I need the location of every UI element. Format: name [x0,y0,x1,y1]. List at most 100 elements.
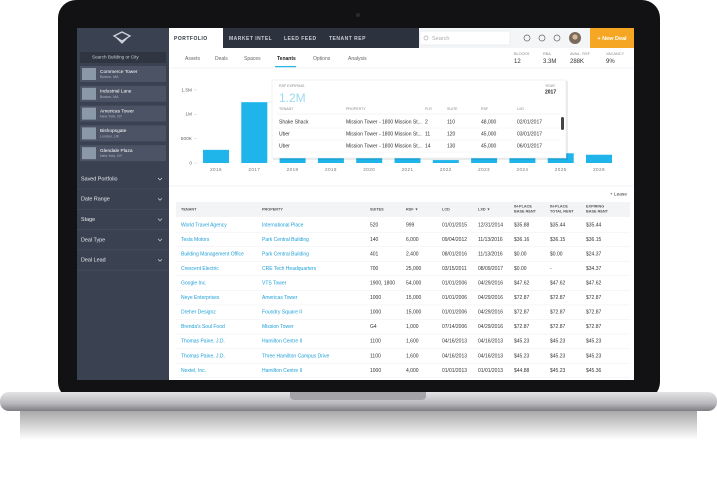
tooltip-cell: 45,000 [481,131,497,137]
nav-tab[interactable]: MARKET INTEL [229,36,272,42]
table-header: RSF ▼ [406,208,418,212]
add-lease[interactable]: + Lease [610,191,628,197]
table-link[interactable]: Crescent Electric [181,266,219,272]
table-link[interactable]: Google Inc. [181,281,207,287]
bar[interactable] [586,154,612,163]
filter-label[interactable]: Saved Portfolio [81,176,118,182]
bar[interactable] [241,102,268,163]
table-link[interactable]: Neye Enterprises [181,295,220,301]
nav-tab[interactable]: PORTFOLIO [174,36,208,42]
table-cell: $47.62 [586,281,602,287]
table-cell: 01/01/2006 [442,281,467,287]
search-icon [423,35,429,41]
table-link[interactable]: Three Hamilton Campus Drive [262,353,329,359]
tooltip-metric-label: RSF EXPIRING [279,84,305,88]
table-cell: 01/01/2013 [442,368,467,374]
search-placeholder: Search [432,36,449,42]
filter-label[interactable]: Deal Type [81,237,105,243]
table-link[interactable]: Park Central Building [262,237,309,243]
building-card[interactable] [80,105,166,122]
sub-tab[interactable]: Tenants [277,56,296,62]
table-cell: $72.87 [550,295,566,301]
main-content: PORTFOLIO MARKET INTEL LEED FEED TENANT REP… [77,28,634,378]
new-deal-label[interactable]: + New Deal [597,36,627,42]
table-link[interactable]: Dreher Designz [181,310,216,316]
toolbar-icon[interactable] [553,34,561,42]
table-cell: $72.87 [550,324,566,330]
base-notch [290,392,426,400]
table-link[interactable]: Brenda's Soul Food [181,324,225,330]
table-cell: 01/01/2015 [442,222,467,228]
table-link[interactable]: World Travel Agency [181,222,227,228]
sub-tab[interactable]: Options [313,56,331,62]
new-deal-button[interactable] [590,28,634,48]
filter-label[interactable]: Deal Lead [81,258,106,264]
bar[interactable] [203,149,229,163]
table-header: IN-PLACE [550,205,568,209]
chevron [157,198,163,201]
table-header: BASE RENT [586,210,609,214]
building-card[interactable] [80,145,166,162]
tooltip-cell: 110 [447,119,455,125]
table-link[interactable]: Nextel, Inc. [181,368,206,374]
bar[interactable] [509,154,536,163]
chevron [157,238,163,242]
table-cell: $72.87 [586,324,602,330]
sub-tab[interactable]: Analysis [348,56,367,62]
bar[interactable] [317,154,344,163]
table-link[interactable]: Thomas Paine, J.D. [181,339,225,345]
table-cell: 01/01/2006 [442,310,467,316]
table-cell: 1100 [370,339,381,345]
table-link[interactable]: Americas Tower [262,295,298,301]
nav-tab[interactable]: LEED FEED [284,36,317,42]
table-link[interactable]: Hamilton Centre II [262,368,302,374]
table-cell: $45.23 [514,339,530,345]
toolbar-icon[interactable] [538,34,546,42]
sub-tab[interactable]: Deals [215,56,228,62]
x-tick-label: 2020 [363,167,375,172]
sidebar-search[interactable] [80,52,166,63]
table-link[interactable]: Tesla Motors [181,237,210,243]
table-cell: 6,000 [406,237,419,243]
x-tick-label: 2017 [248,167,260,172]
building-thumb [82,107,96,120]
sub-tab[interactable]: Assets [185,56,201,62]
table-cell: 401 [370,251,379,257]
table-link[interactable]: Park Central Building [262,251,309,257]
y-tick-label: 0 [189,160,192,166]
tooltip-cell: 120 [447,131,456,137]
building-card[interactable] [80,66,166,82]
tooltip-cell: 14 [425,143,431,149]
filter-label[interactable]: Date Range [81,197,110,203]
sub-tab[interactable]: Spaces [244,56,261,62]
table-header: IN-PLACE [514,205,532,209]
table-cell: 03/15/2011 [442,266,467,272]
table-link[interactable]: Mission Tower [262,324,294,330]
table-header: BASE RENT [514,210,537,214]
table-cell: 1000 [370,310,381,316]
table-cell: $35.88 [514,222,530,228]
table-header-bg [176,202,630,217]
table-link[interactable]: International Place [262,222,304,228]
table-cell: 700 [370,266,379,272]
nav-tab[interactable]: TENANT REP [329,36,366,42]
table-link[interactable]: VTS Tower [262,281,287,287]
table-cell: 04/16/2013 [478,339,503,345]
toolbar-icon[interactable] [523,34,531,42]
bar[interactable] [432,160,459,163]
table-cell: $72.87 [514,310,530,316]
table-link[interactable]: Thomas Paine, J.D. [181,353,225,359]
building-card[interactable] [80,125,166,142]
building-card[interactable] [80,85,166,102]
tooltip-scrollbar[interactable] [561,117,564,130]
table-cell: 1000 [370,295,381,301]
table-link[interactable]: CRE Tech Headquarters [262,266,317,272]
table-link[interactable]: Building Management Office [181,251,244,257]
table-link[interactable]: Hamilton Centre II [262,339,302,345]
tooltip-header: FLR [425,107,432,111]
table-cell: $44.88 [514,368,530,374]
building-location: London, UK [100,134,120,138]
table-link[interactable]: Foundry Square II [262,310,302,316]
search-box[interactable] [419,30,511,46]
filter-label[interactable]: Stage [81,217,95,223]
